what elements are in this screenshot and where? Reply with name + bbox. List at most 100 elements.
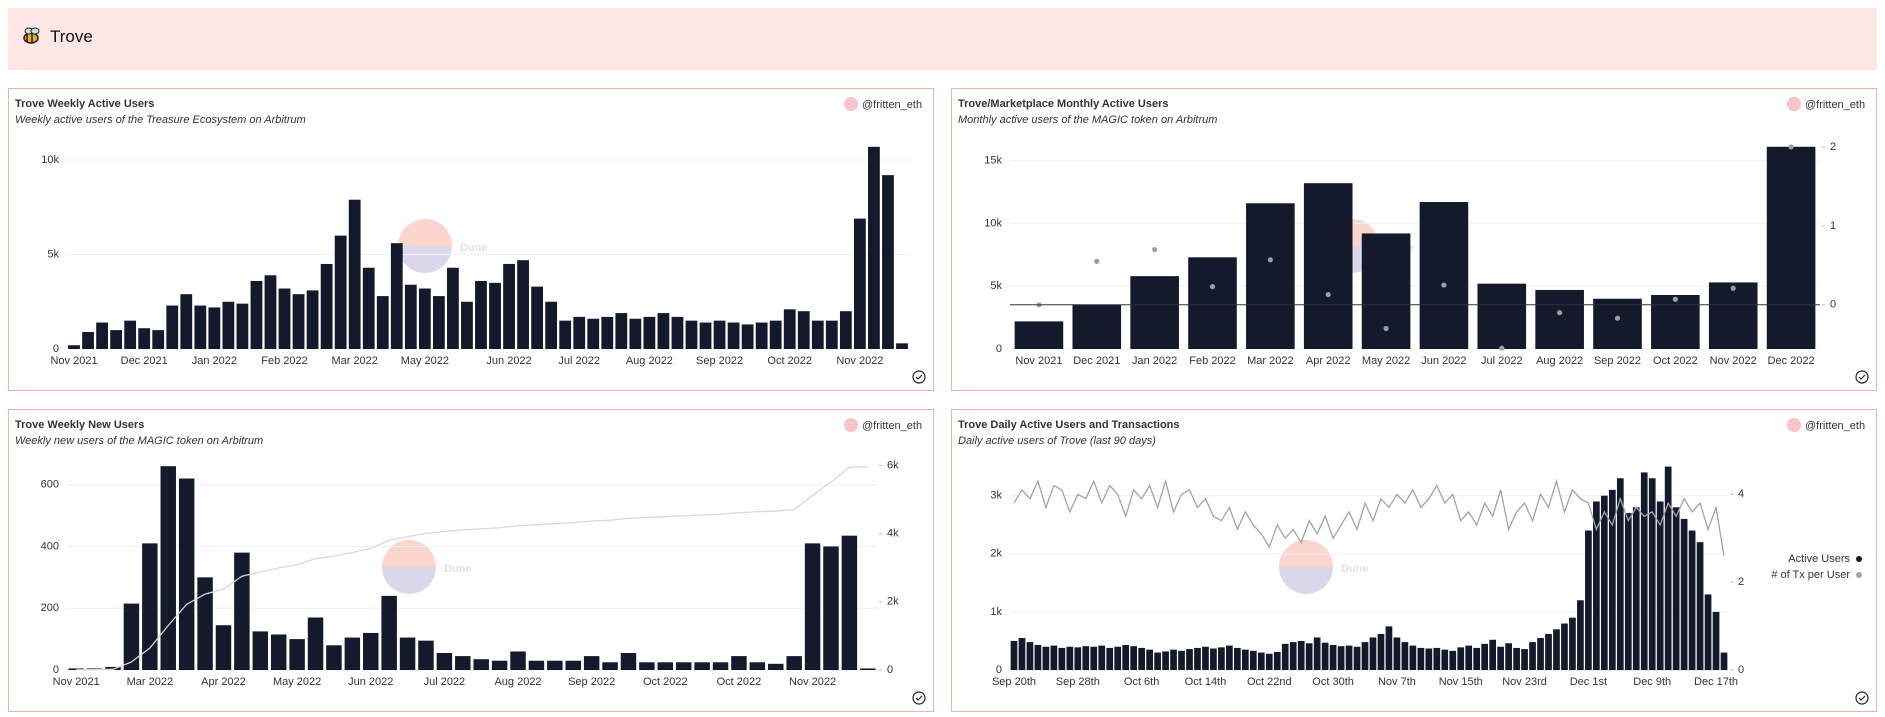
bar: [1122, 645, 1130, 670]
y-tick-label: 600: [41, 479, 59, 491]
bar: [1146, 649, 1153, 670]
bar: [1425, 648, 1433, 670]
bar: [82, 331, 94, 349]
bar: [250, 280, 263, 349]
x-tick-label: Jul 2022: [1481, 355, 1523, 367]
x-tick-label: Nov 23rd: [1502, 676, 1547, 688]
bar: [741, 324, 754, 349]
x-tick-label: Dec 2021: [121, 355, 168, 367]
bar: [1708, 282, 1758, 349]
y-tick-label: 5k: [47, 248, 59, 260]
bar: [1535, 289, 1584, 349]
bar: [1577, 600, 1584, 670]
chart-subtitle: Weekly new users of the MAGIC token on A…: [15, 435, 263, 447]
chart-subtitle: Daily active users of Trove (last 90 day…: [958, 435, 1156, 447]
bar: [531, 286, 544, 349]
bar: [1361, 233, 1411, 349]
y2-tick-label: 6k: [887, 459, 899, 471]
x-tick-label: Nov 15th: [1439, 676, 1483, 688]
x-tick-label: Oct 2022: [1653, 355, 1698, 367]
bar: [1640, 472, 1648, 670]
bar: [1696, 542, 1704, 670]
x-tick-label: Jul 2022: [424, 676, 466, 688]
bar: [1074, 647, 1082, 670]
x-tick-label: Sep 20th: [992, 676, 1036, 688]
x-tick-label: Nov 7th: [1378, 676, 1416, 688]
y2-tick-label: 4k: [887, 527, 899, 539]
x-tick-label: Oct 2022: [767, 355, 812, 367]
bar: [1529, 642, 1536, 670]
bar: [1353, 646, 1361, 670]
bar: [587, 318, 600, 349]
watermark-logo: [398, 246, 452, 273]
author-avatar: [844, 97, 858, 111]
bar: [105, 666, 121, 670]
bar: [503, 263, 515, 349]
x-tick-label: Dec 17th: [1694, 676, 1738, 688]
bar: [1632, 507, 1640, 670]
bar: [1449, 650, 1457, 670]
bar: [1281, 643, 1289, 670]
x-tick-label: Oct 22nd: [1247, 676, 1292, 688]
y2-tick-label: 2k: [887, 596, 899, 608]
point: [1499, 345, 1505, 351]
x-tick-label: Jul 2022: [558, 355, 600, 367]
bar: [712, 662, 729, 670]
bar: [629, 318, 642, 349]
bar: [1162, 651, 1169, 670]
trove-icon: [23, 27, 40, 44]
status-icon: [1855, 691, 1869, 705]
x-tick-label: Apr 2022: [201, 676, 246, 688]
bar: [601, 316, 614, 349]
bar: [1114, 646, 1122, 670]
line: [1013, 478, 1725, 556]
bar: [1257, 652, 1265, 670]
bar: [475, 280, 487, 349]
x-tick-label: Nov 2021: [50, 355, 97, 367]
bar: [142, 543, 158, 670]
chart-subtitle: Monthly active users of the MAGIC token …: [958, 114, 1217, 126]
status-icon: [1858, 695, 1866, 701]
bar: [1712, 611, 1720, 670]
status-icon: [915, 374, 923, 380]
bar: [783, 309, 796, 349]
bar: [731, 656, 747, 670]
bar: [1178, 650, 1185, 670]
bar: [1246, 203, 1295, 349]
bar: [348, 199, 361, 349]
bar: [1688, 530, 1696, 670]
bar: [1098, 645, 1106, 670]
x-tick-label: May 2022: [401, 355, 449, 367]
y-tick-label: 15k: [984, 154, 1002, 166]
bar: [1477, 283, 1527, 349]
bar: [489, 282, 501, 349]
bar: [160, 466, 176, 670]
bar: [768, 663, 784, 670]
bar: [1393, 637, 1401, 670]
author-avatar: [1787, 418, 1801, 432]
bar: [811, 320, 824, 349]
bar: [825, 320, 838, 349]
bar: [1018, 638, 1026, 670]
chart-panel: Trove Weekly Active Users Weekly active u…: [8, 88, 934, 391]
author-avatar: [1787, 97, 1801, 111]
bar: [1345, 645, 1353, 670]
x-tick-label: Sep 2022: [696, 355, 743, 367]
status-icon: [1858, 374, 1866, 380]
x-tick-label: Feb 2022: [261, 355, 307, 367]
bar: [1072, 305, 1122, 349]
bar: [1337, 646, 1345, 670]
bar: [178, 478, 195, 670]
bar: [573, 316, 586, 349]
bar: [1553, 629, 1560, 670]
bar: [1441, 649, 1449, 670]
x-tick-label: Dec 9th: [1633, 676, 1671, 688]
bar: [1106, 647, 1114, 670]
x-tick-label: Jan 2022: [192, 355, 237, 367]
bar: [615, 313, 628, 349]
bar: [1289, 642, 1297, 670]
chart-subtitle: Weekly active users of the Treasure Ecos…: [15, 114, 306, 126]
bar: [1050, 645, 1058, 670]
bar: [868, 146, 880, 349]
author-avatar: [844, 418, 858, 432]
